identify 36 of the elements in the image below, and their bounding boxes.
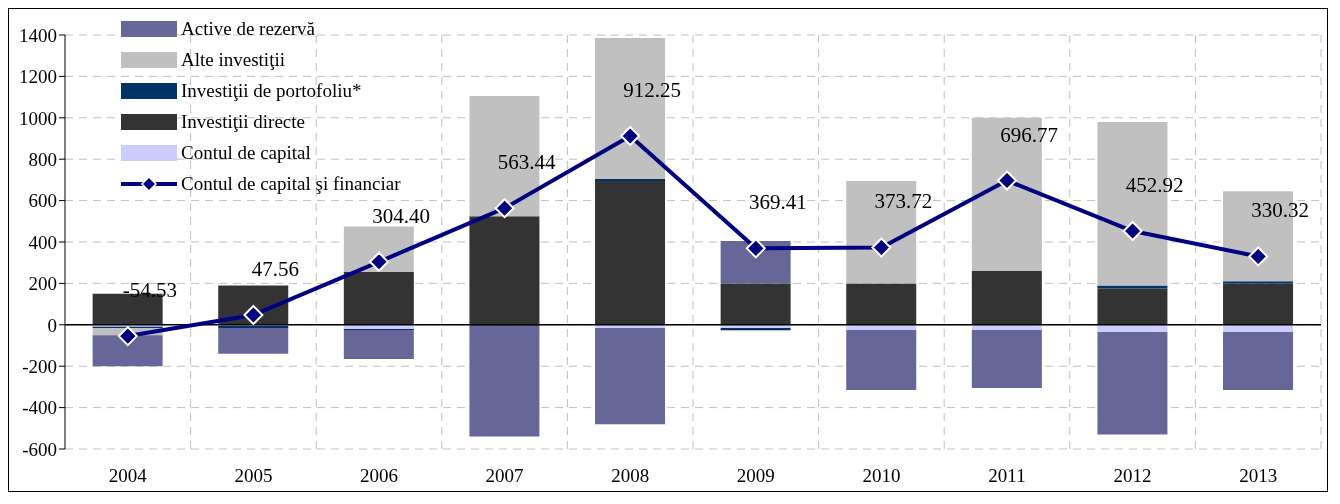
y-tick-label: -400	[22, 397, 57, 419]
x-tick-label: 2011	[988, 465, 1026, 487]
data-label: 563.44	[497, 150, 556, 175]
data-label: 369.41	[748, 190, 807, 215]
legend-label: Alte investiţii	[181, 48, 285, 72]
data-label: 304.40	[372, 203, 430, 228]
data-label: 696.77	[1000, 122, 1058, 147]
x-tick-label: 2007	[485, 465, 524, 487]
x-tick-label: 2005	[234, 465, 273, 487]
y-tick-label: 600	[28, 190, 57, 212]
data-label: 330.32	[1251, 198, 1310, 223]
legend-label: Contul de capital şi financiar	[181, 172, 401, 196]
x-tick-label: 2010	[862, 465, 901, 487]
y-tick-label: -200	[22, 355, 57, 377]
y-tick-label: 1400	[19, 24, 57, 46]
data-label: 373.72	[874, 189, 933, 214]
x-tick-label: 2013	[1239, 465, 1278, 487]
y-tick-label: 400	[28, 231, 57, 253]
y-tick-label: 0	[47, 314, 57, 336]
x-tick-label: 2008	[611, 465, 650, 487]
x-tick-label: 2006	[360, 465, 398, 487]
y-tick-label: 1000	[19, 107, 57, 129]
data-label: 452.92	[1125, 173, 1184, 198]
legend-label: Active de rezervă	[181, 17, 315, 41]
legend-label: Contul de capital	[181, 141, 311, 165]
data-label: 47.56	[251, 256, 300, 281]
data-label: 912.25	[623, 77, 682, 102]
y-tick-label: 1200	[19, 66, 57, 88]
x-tick-label: 2004	[108, 465, 148, 487]
y-tick-label: 200	[28, 273, 57, 295]
y-tick-label: -600	[22, 438, 57, 460]
legend-label: Investiţii de portofoliu*	[181, 79, 362, 103]
y-tick-label: 800	[28, 148, 57, 170]
x-tick-label: 2009	[736, 465, 775, 487]
x-tick-label: 2012	[1113, 465, 1152, 487]
legend-label: Investiţii directe	[181, 110, 305, 134]
